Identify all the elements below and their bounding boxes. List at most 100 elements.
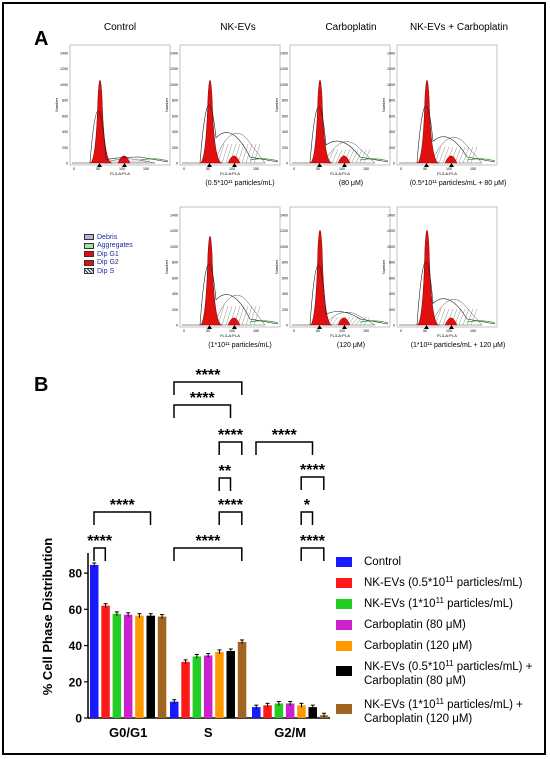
bar — [203, 655, 213, 718]
histogram-ytick: 1400 — [170, 52, 178, 56]
column-title-combination: NK-EVs + Carboplatin — [409, 22, 509, 33]
histogram-frame — [396, 44, 498, 166]
y-tick-label: 80 — [69, 567, 83, 581]
dip-s-region — [213, 132, 266, 164]
dip-s-hatch — [335, 149, 343, 164]
histogram-ytick: 1400 — [170, 214, 178, 218]
dip-s-hatch — [335, 316, 343, 326]
significance-label: **** — [218, 427, 244, 444]
dip-s-hatch — [438, 308, 446, 326]
panel-b-letter: B — [34, 374, 49, 396]
histogram-xtick: 150 — [253, 167, 259, 171]
histogram-ytick: 200 — [282, 308, 288, 312]
dip-s-region — [430, 299, 483, 326]
dip-g1-peak — [309, 79, 333, 164]
dip-s-hatch — [470, 146, 478, 164]
column-title-carboplatin: Carboplatin — [325, 22, 377, 33]
dip-g2-peak — [337, 155, 351, 164]
dip-g2-peak — [337, 317, 351, 326]
histogram-ylabel: Number — [54, 97, 59, 112]
histogram-ytick: 1200 — [170, 67, 178, 71]
significance-bracket — [300, 511, 314, 525]
histogram-ytick: 600 — [62, 114, 68, 118]
histogram-ytick: 1400 — [387, 52, 395, 56]
dip-g2-peak — [227, 317, 241, 326]
bar — [146, 615, 155, 718]
dip-s-region — [430, 137, 483, 164]
dip-g2-peak — [227, 155, 241, 164]
bar — [101, 605, 110, 718]
significance-label: **** — [87, 533, 113, 550]
dip-s-hatch — [217, 144, 225, 164]
category-label: S — [204, 725, 213, 740]
histogram-ytick: 400 — [172, 130, 178, 134]
dip-s-hatch — [111, 160, 119, 164]
legend-dip-g1: Dip G1 — [84, 250, 133, 259]
histogram-ytick: 200 — [389, 146, 395, 150]
dip-s-hatch — [245, 144, 253, 164]
dip-s-hatch — [359, 316, 367, 326]
legend-label: NK-EVs (1*1011 particles/mL) — [364, 596, 513, 610]
dip-s-hatch — [253, 144, 261, 164]
significance-label: **** — [300, 462, 326, 479]
g2-marker — [449, 163, 454, 167]
dip-s-hatch — [225, 306, 233, 326]
legend-dip-g2: Dip G2 — [84, 259, 133, 268]
dip-g1-peak — [199, 79, 223, 164]
dip-s-hatch — [241, 306, 249, 326]
aggregates-curve — [249, 320, 279, 324]
dip-s-hatch — [131, 160, 139, 164]
dip-s-hatch — [454, 146, 462, 164]
histogram-frame — [179, 44, 281, 166]
dip-s-hatch — [237, 306, 245, 326]
legend-dip-g1-label: Dip G1 — [97, 250, 119, 258]
legend-debris-label: Debris — [97, 233, 118, 241]
dip-s-region — [323, 141, 376, 164]
histogram-xtick: 100 — [339, 167, 345, 171]
histogram-ytick: 1200 — [280, 67, 288, 71]
legend-dip-g1-swatch — [84, 251, 94, 258]
significance-label: **** — [190, 390, 216, 407]
g1-marker — [97, 163, 102, 167]
histogram-1: 0 200 400 600 800 1000 1200 1400 0 50 100 150 Number… — [164, 44, 281, 176]
dip-s-hatch — [351, 316, 359, 326]
histogram-xtick: 0 — [73, 167, 75, 171]
g1-marker — [317, 325, 322, 329]
histogram-ylabel: Number — [274, 97, 279, 112]
histogram-xtick: 50 — [206, 167, 210, 171]
histogram-xtick: 100 — [446, 167, 452, 171]
histogram-ytick: 400 — [389, 292, 395, 296]
histogram-ylabel: Number — [164, 97, 169, 112]
histogram-xtick: 50 — [316, 167, 320, 171]
bar — [192, 656, 202, 718]
bar — [297, 705, 306, 718]
significance-label: **** — [300, 533, 326, 550]
dip-s-hatch — [355, 316, 363, 326]
legend-label: NK-EVs (0.5*1011 particles/mL) + Carbopla… — [364, 659, 533, 687]
histogram-xtick: 150 — [363, 167, 369, 171]
histogram-xtick: 150 — [470, 167, 476, 171]
histogram-ytick: 400 — [172, 292, 178, 296]
histogram-ytick: 400 — [389, 130, 395, 134]
g2-marker — [232, 163, 237, 167]
dip-s-hatch — [355, 149, 363, 164]
significance-bracket — [93, 511, 152, 525]
dip-s-hatch — [237, 144, 245, 164]
histogram-xtick: 0 — [183, 329, 185, 333]
significance-label: **** — [218, 497, 244, 514]
dip-s-hatch — [351, 149, 359, 164]
legend-swatch — [336, 704, 352, 714]
dip-g1-peak — [89, 79, 113, 164]
histogram-ytick: 0 — [286, 162, 288, 166]
histogram-ytick: 1000 — [170, 245, 178, 249]
significance-bracket — [173, 381, 243, 395]
bar — [135, 615, 144, 718]
histogram-xtick: 50 — [206, 329, 210, 333]
histogram-envelope — [182, 263, 279, 326]
y-tick-label: 0 — [75, 712, 82, 726]
histogram-ytick: 800 — [172, 99, 178, 103]
histogram-ytick: 400 — [282, 130, 288, 134]
legend-dip-g2-swatch — [84, 259, 94, 266]
